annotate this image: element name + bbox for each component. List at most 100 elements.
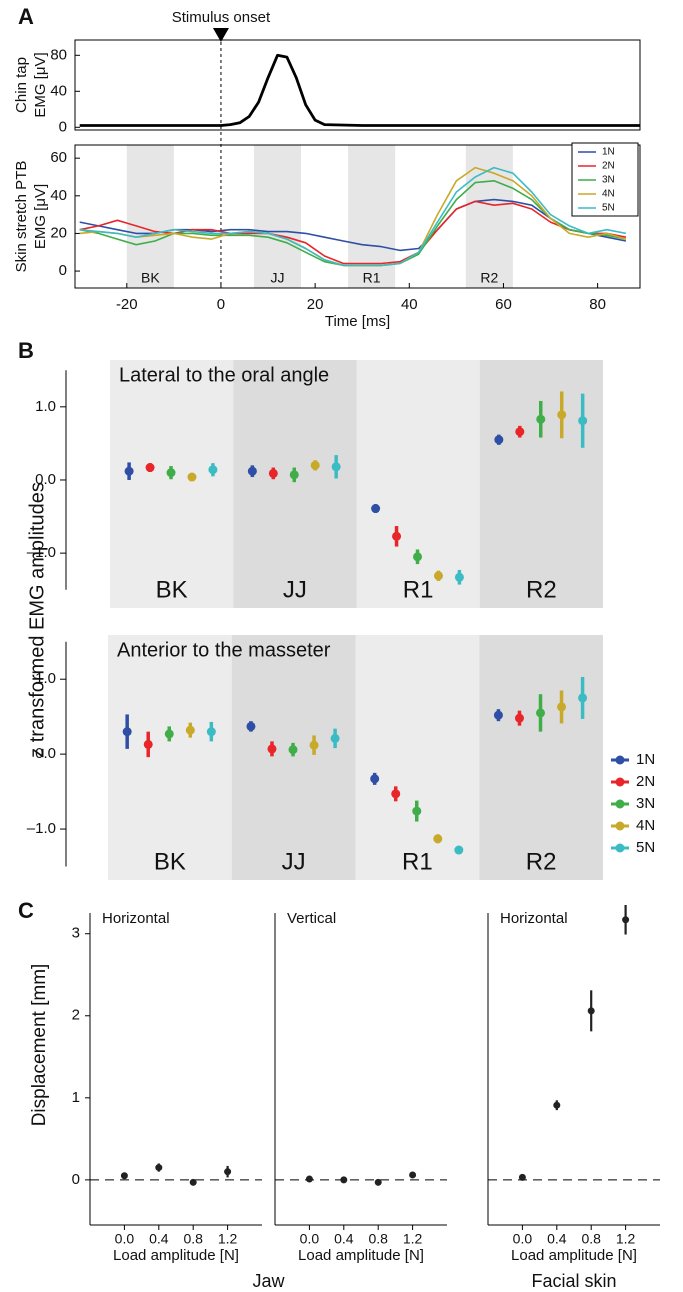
y-tick-label: 60 xyxy=(50,149,67,166)
region-label: BK xyxy=(141,270,160,286)
data-point xyxy=(143,739,153,749)
data-point xyxy=(493,710,503,720)
y-axis-label: Chin tap xyxy=(13,57,30,113)
category-band xyxy=(108,635,232,880)
y-tick-label: 2 xyxy=(72,1007,80,1024)
region-label: R1 xyxy=(363,270,381,286)
legend-marker xyxy=(615,777,625,787)
y-tick-label: 0.0 xyxy=(35,745,56,762)
x-tick-label: 20 xyxy=(307,296,324,313)
data-point xyxy=(494,435,504,445)
data-point xyxy=(124,466,134,476)
legend-marker xyxy=(615,799,625,809)
region-label: JJ xyxy=(270,270,284,286)
data-point xyxy=(330,733,340,743)
data-point xyxy=(185,725,195,735)
data-point xyxy=(553,1101,561,1109)
data-point xyxy=(145,463,155,473)
x-tick-label: 80 xyxy=(589,296,606,313)
x-tick-label: 1.2 xyxy=(616,1231,636,1247)
legend-label: 2N xyxy=(636,773,655,790)
data-point xyxy=(374,1178,382,1186)
panel-label: B xyxy=(18,338,34,363)
y-tick-label: 40 xyxy=(50,82,67,99)
legend-label: 3N xyxy=(602,175,615,186)
category-band xyxy=(479,635,603,880)
x-tick-label: 1.2 xyxy=(403,1231,423,1247)
x-tick-label: 0.8 xyxy=(368,1231,388,1247)
legend-label: 5N xyxy=(636,839,655,856)
data-point xyxy=(578,693,588,703)
x-tick-label: 0.4 xyxy=(547,1231,567,1247)
x-axis-label: Load amplitude [N] xyxy=(298,1247,424,1264)
region xyxy=(465,145,513,288)
data-point xyxy=(164,729,174,739)
x-tick-label: 0.0 xyxy=(115,1231,135,1247)
category-band xyxy=(479,360,603,608)
annotation-arrow xyxy=(212,28,229,42)
category-band xyxy=(233,360,357,608)
panel-label: C xyxy=(18,898,34,923)
data-point xyxy=(578,416,588,426)
series-line xyxy=(79,53,640,127)
chart-title: Anterior to the masseter xyxy=(117,639,331,661)
y-axis-label: z transformed EMG amplitudes xyxy=(26,482,48,758)
y-axis-label: EMG [μV] xyxy=(32,52,49,117)
data-point xyxy=(305,1175,313,1183)
category-band xyxy=(110,360,234,608)
y-tick-label: 0 xyxy=(59,118,67,135)
y-axis-label: EMG [μV] xyxy=(32,184,49,249)
legend-label: 1N xyxy=(602,147,615,158)
data-point xyxy=(309,740,319,750)
y-tick-label: –1.0 xyxy=(27,544,56,561)
data-point xyxy=(433,571,443,581)
x-tick-label: 60 xyxy=(495,296,512,313)
category-label: BK xyxy=(154,848,186,875)
y-tick-label: 1.0 xyxy=(35,398,56,415)
x-tick-label: 0.8 xyxy=(183,1231,203,1247)
y-tick-label: 3 xyxy=(72,925,80,942)
category-label: JJ xyxy=(283,576,307,603)
data-point xyxy=(331,462,341,472)
data-point xyxy=(371,504,381,514)
category-band xyxy=(355,635,480,880)
data-point xyxy=(246,721,256,731)
legend-label: 4N xyxy=(636,817,655,834)
data-point xyxy=(433,834,443,844)
series-line xyxy=(79,166,627,267)
category-label: R2 xyxy=(526,848,557,875)
legend-label: 4N xyxy=(602,189,615,200)
y-tick-label: 40 xyxy=(50,187,67,204)
x-tick-label: 0.4 xyxy=(149,1231,169,1247)
data-point xyxy=(536,708,546,718)
legend-marker xyxy=(615,843,625,853)
data-point xyxy=(206,727,216,737)
legend-label: 3N xyxy=(636,795,655,812)
data-point xyxy=(187,472,197,482)
x-axis-label: Load amplitude [N] xyxy=(113,1247,239,1264)
data-point xyxy=(409,1171,417,1179)
data-point xyxy=(289,470,299,480)
x-axis-label: Time [ms] xyxy=(325,313,390,330)
chart-title: Vertical xyxy=(287,910,336,927)
group-label: Jaw xyxy=(252,1271,285,1291)
data-point xyxy=(622,916,630,924)
y-tick-label: 20 xyxy=(50,224,67,241)
category-label: R1 xyxy=(403,576,434,603)
y-tick-label: 80 xyxy=(50,46,67,63)
y-axis-label: Displacement [mm] xyxy=(29,964,50,1127)
annotation: Stimulus onset xyxy=(172,9,271,26)
y-tick-label: –1.0 xyxy=(27,820,56,837)
data-point xyxy=(515,427,525,437)
panel-label: A xyxy=(18,4,34,29)
y-tick-label: 0 xyxy=(72,1171,80,1188)
x-tick-label: 0.0 xyxy=(513,1231,533,1247)
category-label: R1 xyxy=(402,848,433,875)
plot-frame xyxy=(74,144,641,289)
x-axis-label: Load amplitude [N] xyxy=(511,1247,637,1264)
data-point xyxy=(370,774,380,784)
y-tick-label: 0 xyxy=(59,262,67,279)
x-tick-label: 0.4 xyxy=(334,1231,354,1247)
y-tick-label: 0.0 xyxy=(35,471,56,488)
data-point xyxy=(413,552,423,562)
